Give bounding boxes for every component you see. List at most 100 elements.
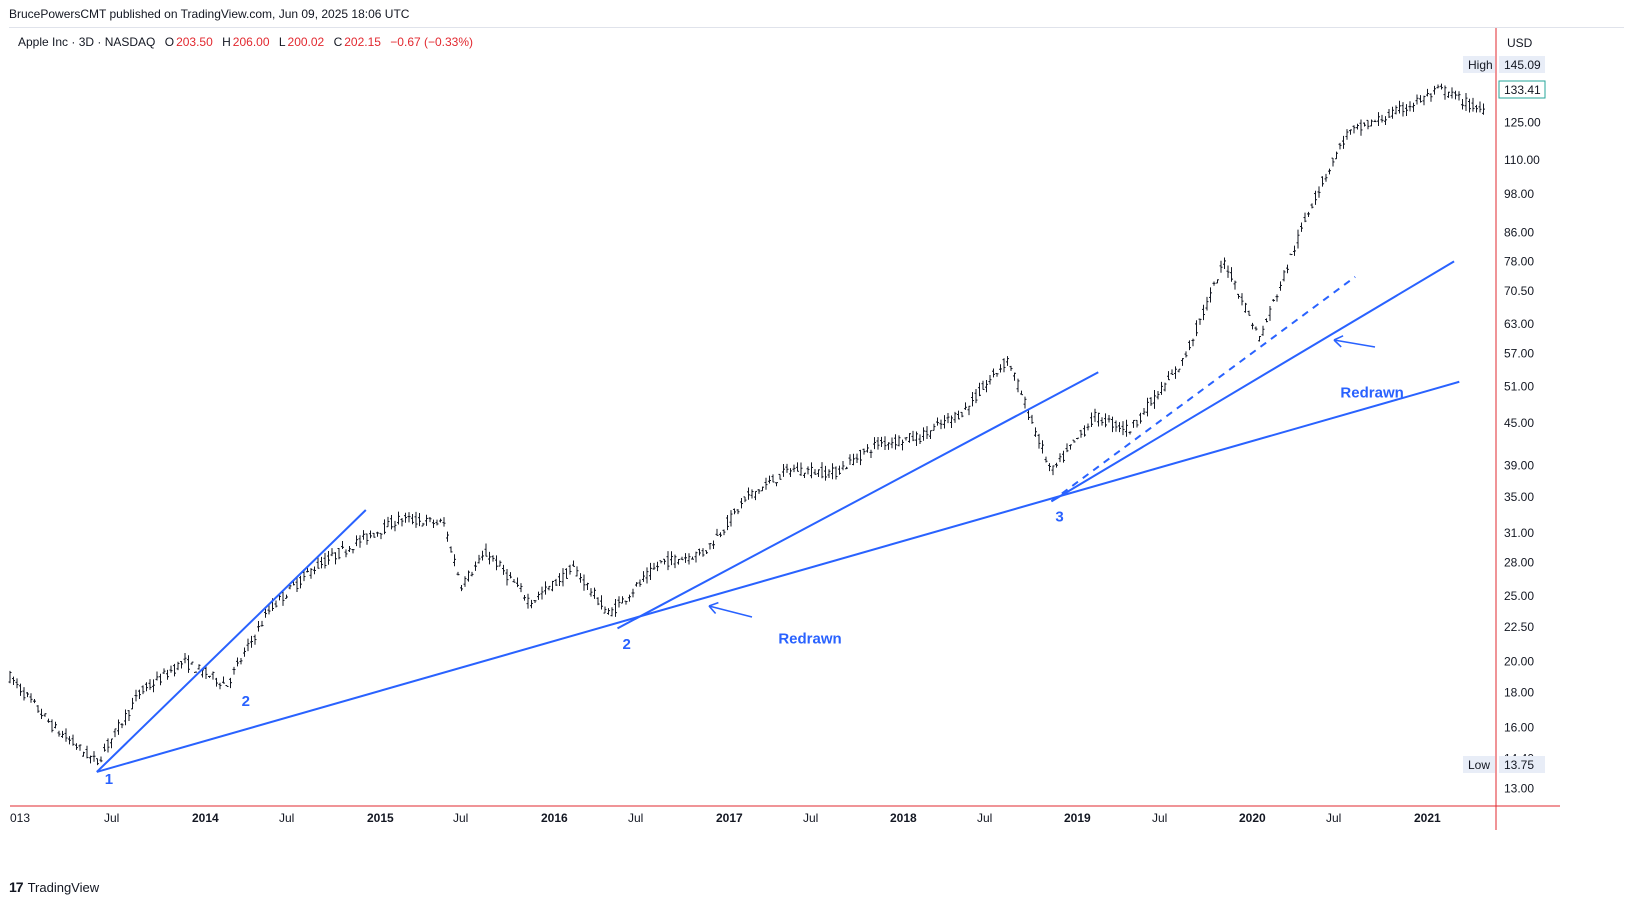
ohlc-bar (624, 600, 628, 605)
ohlc-bar (1384, 116, 1387, 125)
ohlc-bar (152, 679, 155, 693)
ohlc-bar (575, 566, 579, 577)
ohlc-bar (719, 532, 722, 538)
ohlc-bar (103, 743, 106, 752)
ohlc-bar (1128, 431, 1132, 435)
ohlc-bar (600, 595, 603, 610)
ohlc-bar (1338, 142, 1342, 150)
ohlc-bar (873, 437, 876, 450)
ohlc-bar (845, 466, 848, 470)
annotation-label: 2 (242, 693, 250, 710)
ohlc-bar (89, 755, 92, 764)
ohlc-bar (1086, 423, 1090, 431)
ohlc-bar (19, 683, 22, 696)
time-tick-label: 2019 (1064, 811, 1091, 825)
ohlc-bar (1030, 414, 1034, 424)
ohlc-bar (400, 517, 404, 527)
ohlc-bar (1429, 93, 1433, 102)
ohlc-bar (131, 697, 134, 710)
ohlc-bar (1387, 108, 1391, 118)
price-tick-label: 16.00 (1504, 720, 1534, 734)
ohlc-bar (1272, 299, 1275, 302)
ohlc-bar (1135, 419, 1139, 428)
ohlc-bar (792, 464, 796, 473)
open-label: O (164, 35, 175, 49)
price-tick-label: 28.00 (1504, 556, 1534, 570)
ohlc-bar (274, 600, 278, 608)
ohlc-bar (225, 684, 229, 688)
ohlc-bar (414, 511, 418, 528)
ohlc-bar (904, 437, 908, 441)
time-tick-label: Jul (279, 811, 294, 825)
ohlc-bar (918, 434, 922, 444)
ohlc-bar (1275, 294, 1279, 302)
ohlc-bar (236, 657, 239, 667)
ohlc-bar (855, 453, 859, 463)
ohlc-bar (313, 566, 316, 575)
ohlc-bar (820, 462, 824, 479)
ohlc-bar (166, 669, 169, 680)
ohlc-bar (1002, 358, 1006, 373)
price-tick-label: 110.00 (1504, 153, 1540, 167)
ohlc-bar (288, 584, 292, 590)
ohlc-bar (15, 678, 19, 689)
ohlc-bar (1177, 368, 1181, 373)
ohlc-bar (428, 517, 432, 523)
ohlc-bar (547, 585, 551, 591)
ohlc-bar (596, 597, 600, 606)
ohlc-bar (1223, 257, 1226, 270)
ohlc-bar (1044, 456, 1048, 463)
ohlc-bar (1205, 296, 1209, 311)
time-tick-label: Jul (1152, 811, 1167, 825)
ohlc-bar (456, 571, 460, 576)
ohlc-bar (621, 596, 624, 604)
ohlc-bar (876, 437, 880, 450)
ohlc-bar (834, 466, 838, 480)
ohlc-bar (187, 655, 190, 673)
ohlc-bar (572, 560, 575, 567)
ohlc-bar (1188, 340, 1191, 351)
ohlc-bar (106, 738, 110, 753)
ohlc-bar (901, 439, 904, 451)
ohlc-bar (71, 734, 75, 746)
ohlc-bar (1268, 305, 1272, 321)
ohlc-bar (1153, 390, 1156, 409)
ohlc-bar (579, 573, 582, 583)
ohlc-bar (1226, 265, 1230, 278)
ohlc-bar (743, 496, 747, 503)
ohlc-bar (57, 730, 61, 737)
ohlc-bar (1062, 450, 1065, 463)
ohlc-bar (190, 661, 194, 665)
ohlc-bar (1072, 439, 1076, 443)
ohlc-bar (701, 548, 705, 557)
price-tick-label: 86.00 (1504, 226, 1534, 240)
ohlc-bar (481, 550, 484, 561)
ohlc-bar (1335, 151, 1338, 160)
ohlc-bar (806, 466, 810, 475)
ohlc-bar (316, 557, 320, 569)
ohlc-bar (215, 677, 218, 687)
ohlc-bar (1314, 190, 1317, 205)
ohlc-bar (561, 568, 565, 587)
ohlc-bar (950, 415, 953, 429)
ohlc-bar (1097, 412, 1100, 427)
ohlc-bar (1447, 91, 1450, 98)
ohlc-bar (841, 461, 845, 471)
ohlc-bar (1233, 280, 1237, 290)
symbol-info: Apple Inc · 3D · NASDAQ O 203.50 H 206.00 … (18, 35, 473, 49)
ohlc-bar (390, 515, 393, 530)
annotation-label: Redrawn (778, 631, 841, 648)
ohlc-bar (593, 587, 596, 599)
trendline (96, 380, 1460, 773)
ohlc-bar (1303, 212, 1307, 223)
ohlc-bar (306, 567, 309, 573)
price-tick-label: 35.00 (1504, 490, 1534, 504)
ohlc-bar (453, 554, 456, 567)
ohlc-bar (1100, 417, 1104, 426)
ohlc-bar (519, 583, 523, 593)
ohlc-bar (488, 551, 491, 565)
ohlc-bar (369, 530, 372, 539)
ohlc-bar (680, 556, 684, 561)
price-badge-value: 13.75 (1504, 758, 1534, 772)
